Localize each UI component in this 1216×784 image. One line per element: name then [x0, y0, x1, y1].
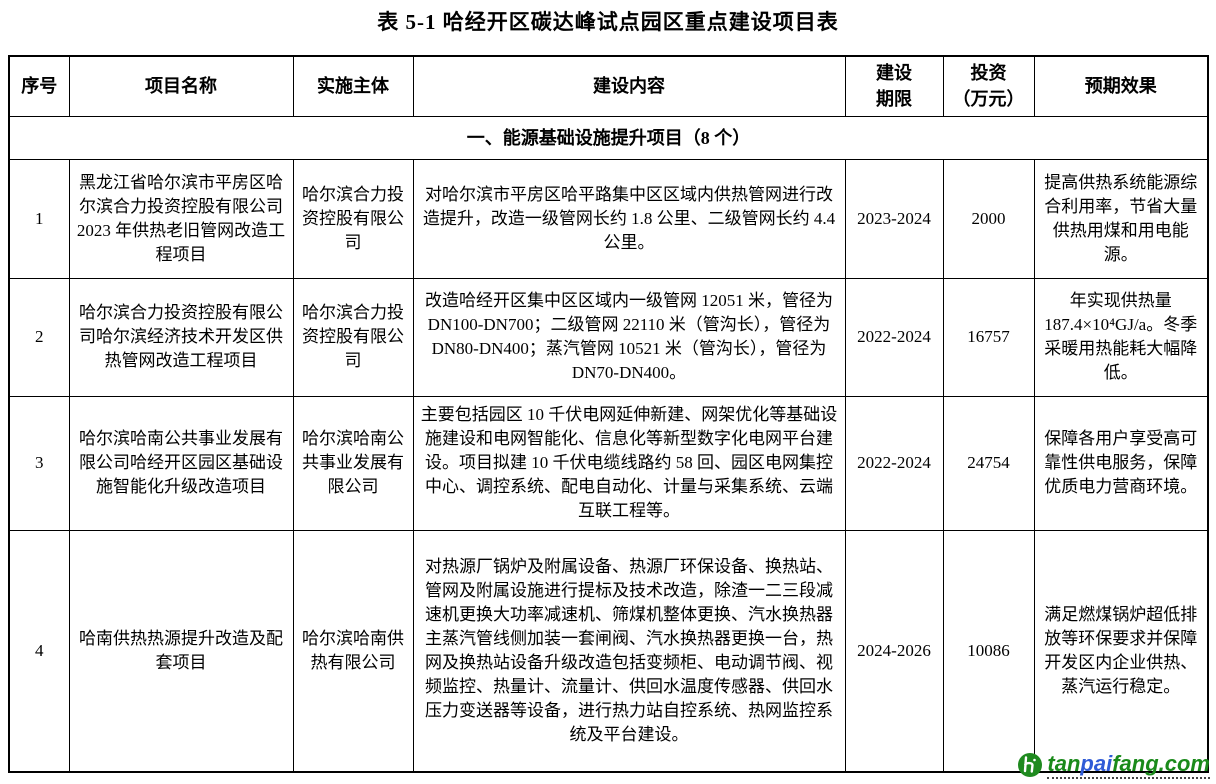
investment-cell: 2000: [942, 158, 1035, 279]
content-cell: 对哈尔滨市平房区哈平路集中区区域内供热管网进行改造提升，改造一级管网长约 1.8…: [412, 158, 846, 279]
table-row: 4 哈南供热热源提升改造及配套项目 哈尔滨哈南供热有限公司 对热源厂锅炉及附属设…: [8, 529, 1209, 773]
header-investment-line2: （万元）: [952, 89, 1025, 110]
watermark: tanpaifang.com: [1017, 748, 1210, 782]
watermark-part: fang: [1112, 751, 1159, 776]
project-name-cell: 哈尔滨哈南公共事业发展有限公司哈经开区园区基础设施智能化升级改造项目: [68, 395, 294, 531]
seq-cell: 3: [8, 395, 70, 531]
investment-cell: 24754: [942, 395, 1035, 531]
table-row: 1 黑龙江省哈尔滨市平房区哈尔滨合力投资控股有限公司 2023 年供热老旧管网改…: [8, 158, 1209, 279]
effect-cell: 提高供热系统能源综合利用率，节省大量供热用煤和用电能源。: [1033, 158, 1209, 279]
header-project-name: 项目名称: [68, 55, 294, 117]
header-entity: 实施主体: [292, 55, 414, 117]
investment-cell: 16757: [942, 277, 1035, 397]
period-cell: 2022-2024: [844, 395, 944, 531]
header-investment-line1: 投资: [970, 63, 1007, 84]
watermark-part: pai: [1080, 751, 1113, 776]
entity-cell: 哈尔滨哈南公共事业发展有限公司: [292, 395, 414, 531]
project-name-cell: 哈南供热热源提升改造及配套项目: [68, 529, 294, 773]
seq-cell: 1: [8, 158, 70, 279]
period-cell: 2023-2024: [844, 158, 944, 279]
watermark-text: tanpaifang.com: [1047, 751, 1210, 779]
effect-cell: 保障各用户享受高可靠性供电服务，保障优质电力营商环境。: [1033, 395, 1209, 531]
table-header-row: 序号 项目名称 实施主体 建设内容 建设 期限 投资 （万元） 预期效果: [8, 55, 1209, 117]
content-cell: 改造哈经开区集中区区域内一级管网 12051 米，管径为 DN100-DN700…: [412, 277, 846, 397]
seq-cell: 2: [8, 277, 70, 397]
section-header-row: 一、能源基础设施提升项目（8 个）: [8, 115, 1209, 160]
entity-cell: 哈尔滨哈南供热有限公司: [292, 529, 414, 773]
watermark-part: .com: [1158, 751, 1210, 776]
header-investment: 投资 （万元）: [942, 55, 1035, 117]
entity-cell: 哈尔滨合力投资控股有限公司: [292, 158, 414, 279]
project-name-cell: 黑龙江省哈尔滨市平房区哈尔滨合力投资控股有限公司 2023 年供热老旧管网改造工…: [68, 158, 294, 279]
table-row: 3 哈尔滨哈南公共事业发展有限公司哈经开区园区基础设施智能化升级改造项目 哈尔滨…: [8, 395, 1209, 531]
entity-cell: 哈尔滨合力投资控股有限公司: [292, 277, 414, 397]
investment-cell: 10086: [942, 529, 1035, 773]
header-period-line1: 建设: [876, 63, 912, 84]
header-period-line2: 期限: [876, 89, 912, 110]
header-effect: 预期效果: [1033, 55, 1209, 117]
header-period: 建设 期限: [844, 55, 944, 117]
page-title: 表 5-1 哈经开区碳达峰试点园区重点建设项目表: [377, 10, 839, 34]
seq-cell: 4: [8, 529, 70, 773]
watermark-part: tan: [1047, 751, 1081, 776]
content-cell: 对热源厂锅炉及附属设备、热源厂环保设备、换热站、管网及附属设施进行提标及技术改造…: [412, 529, 846, 773]
table-row: 2 哈尔滨合力投资控股有限公司哈尔滨经济技术开发区供热管网改造工程项目 哈尔滨合…: [8, 277, 1209, 397]
period-cell: 2022-2024: [844, 277, 944, 397]
header-content: 建设内容: [412, 55, 846, 117]
section-title: 一、能源基础设施提升项目（8 个）: [8, 115, 1209, 160]
effect-cell: 满足燃煤锅炉超低排放等环保要求并保障开发区内企业供热、蒸汽运行稳定。: [1033, 529, 1209, 773]
project-name-cell: 哈尔滨合力投资控股有限公司哈尔滨经济技术开发区供热管网改造工程项目: [68, 277, 294, 397]
period-cell: 2024-2026: [844, 529, 944, 773]
effect-cell: 年实现供热量 187.4×10⁴GJ/a。冬季采暖用热能耗大幅降低。: [1033, 277, 1209, 397]
content-cell: 主要包括园区 10 千伏电网延伸新建、网架优化等基础设施建设和电网智能化、信息化…: [412, 395, 846, 531]
header-seq: 序号: [8, 55, 70, 117]
tanpaifang-logo-icon: [1018, 753, 1043, 777]
projects-table: 序号 项目名称 实施主体 建设内容 建设 期限 投资 （万元） 预期效果 一、能…: [8, 55, 1209, 773]
